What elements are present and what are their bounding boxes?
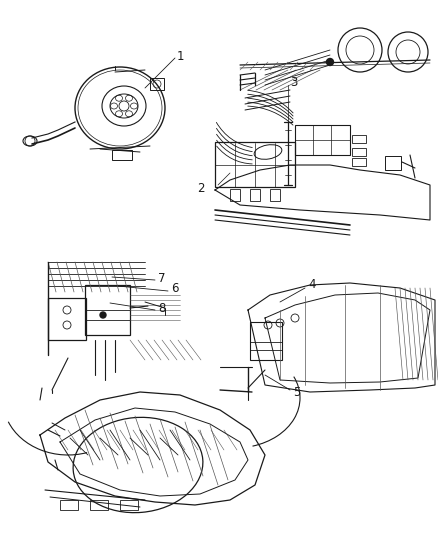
Bar	[150, 78, 164, 90]
Bar	[215, 142, 295, 187]
Bar	[270, 189, 280, 201]
Bar	[48, 298, 86, 340]
Bar	[250, 322, 282, 360]
Text: 1: 1	[177, 50, 184, 62]
Text: 2: 2	[198, 182, 205, 195]
Circle shape	[100, 312, 106, 318]
Text: 8: 8	[158, 302, 166, 314]
Bar	[60, 500, 78, 510]
Text: 6: 6	[171, 282, 179, 295]
Text: 5: 5	[293, 385, 300, 399]
Bar	[352, 148, 366, 156]
Bar	[250, 189, 260, 201]
Bar	[352, 158, 366, 166]
Text: 7: 7	[158, 272, 166, 286]
Bar	[90, 500, 108, 510]
Bar	[120, 500, 138, 510]
Text: 3: 3	[290, 76, 297, 88]
Bar	[352, 135, 366, 143]
Bar	[230, 189, 240, 201]
Bar	[295, 125, 350, 155]
Bar	[112, 150, 132, 160]
Bar	[385, 156, 401, 170]
Text: 4: 4	[308, 279, 315, 292]
Circle shape	[326, 59, 333, 66]
Bar	[85, 285, 130, 335]
